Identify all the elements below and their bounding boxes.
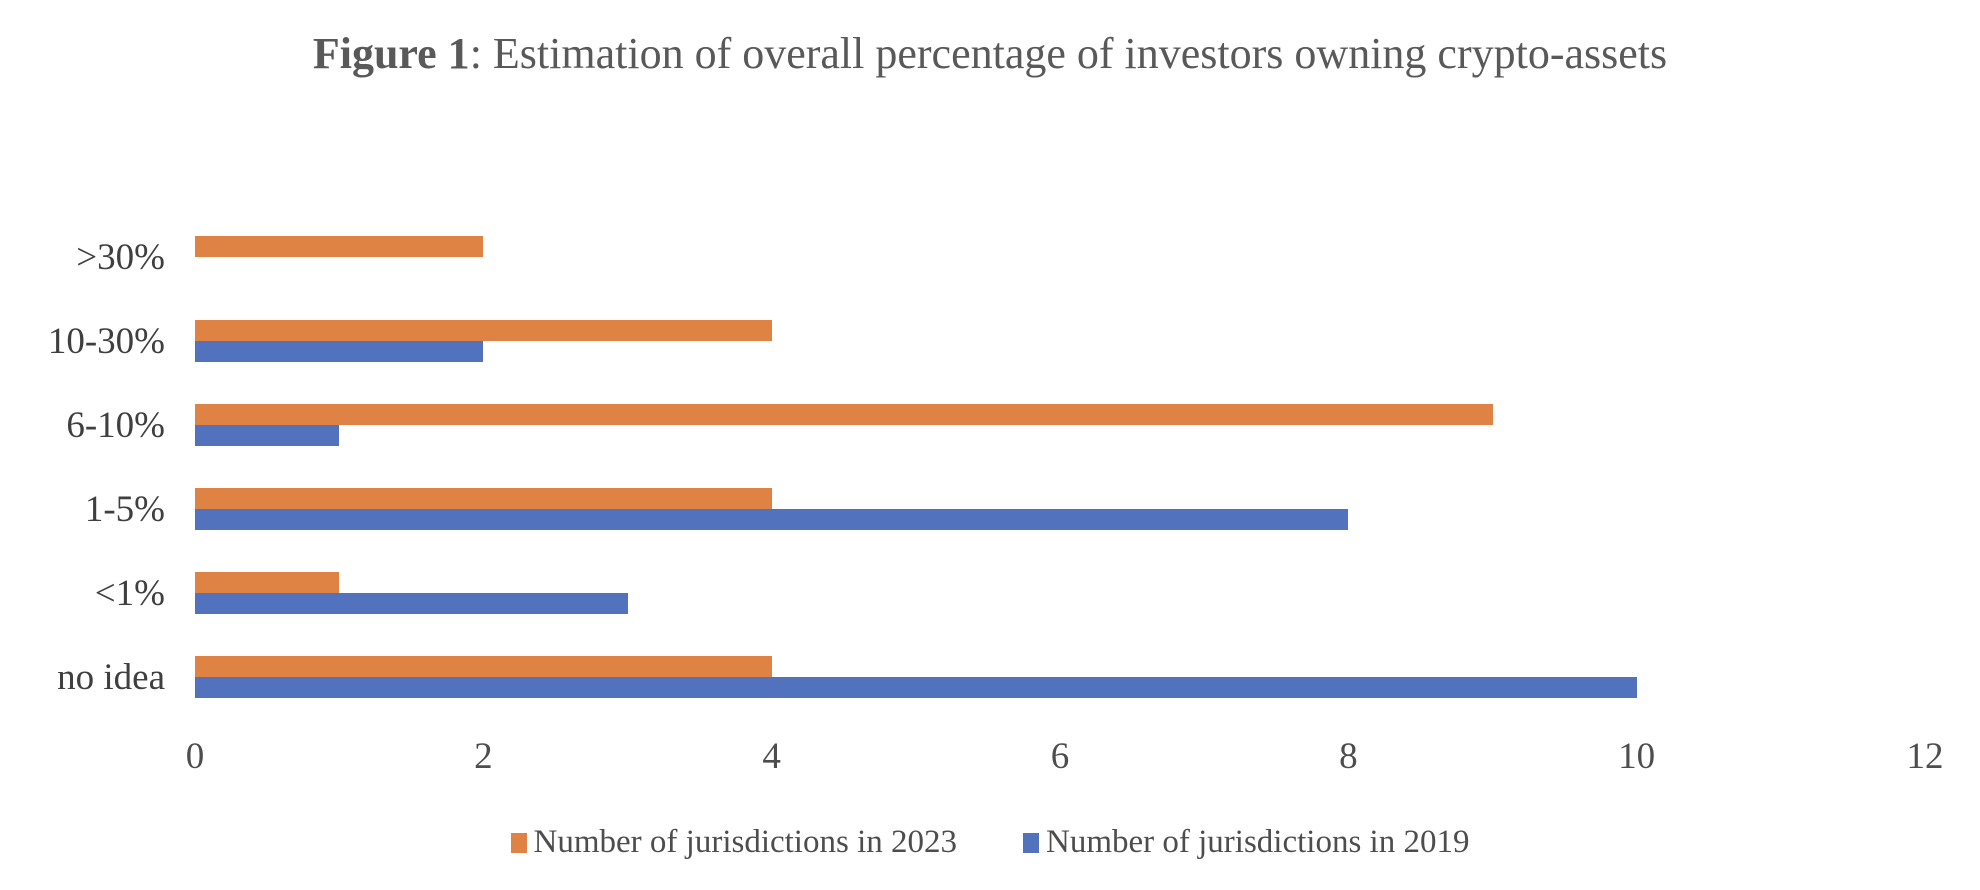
bar-2019: [195, 509, 1349, 530]
bars-area: [195, 467, 1925, 551]
bar-2019: [195, 425, 340, 446]
x-tick-label: 4: [762, 736, 781, 777]
x-tick-label: 0: [185, 736, 205, 777]
bar-2023: [195, 488, 772, 509]
x-axis: 0 2 4 6 8 10 12: [0, 735, 1980, 785]
bar-2023: [195, 404, 1493, 425]
chart-title: Figure 1: Estimation of overall percenta…: [240, 26, 1740, 82]
chart-title-text: : Estimation of overall percentage of in…: [469, 29, 1668, 78]
category-label: 6-10%: [66, 404, 165, 446]
chart-title-figure-number: Figure 1: [312, 29, 470, 78]
bars-area: [195, 215, 1925, 299]
bar-row: 1-5%: [0, 467, 1980, 551]
category-label: >30%: [76, 236, 165, 278]
bar-2023: [195, 236, 484, 257]
legend-label-2019: Number of jurisdictions in 2019: [1046, 824, 1470, 860]
legend-label-2023: Number of jurisdictions in 2023: [533, 824, 957, 860]
plot-area: >30% 10-30% 6-10% 1-5% <1% no idea: [0, 215, 1980, 719]
legend-marker-2019-icon: [1023, 832, 1039, 853]
bar-2019: [195, 593, 628, 614]
x-tick-label: 8: [1339, 736, 1358, 777]
category-label: 1-5%: [84, 488, 165, 530]
bar-2019: [195, 341, 484, 362]
bar-2023: [195, 320, 772, 341]
category-label: <1%: [94, 572, 165, 614]
bar-row: 10-30%: [0, 299, 1980, 383]
bar-2023: [195, 572, 340, 593]
bar-row: >30%: [0, 215, 1980, 299]
x-tick-label: 12: [1906, 736, 1944, 777]
bar-row: 6-10%: [0, 383, 1980, 467]
bar-row: <1%: [0, 551, 1980, 635]
bars-area: [195, 299, 1925, 383]
category-label: 10-30%: [47, 320, 165, 362]
legend: Number of jurisdictions in 2023 Number o…: [0, 824, 1980, 861]
legend-entry-2019: Number of jurisdictions in 2019: [1023, 824, 1469, 861]
legend-marker-2023-icon: [510, 832, 527, 853]
bar-row: no idea: [0, 635, 1980, 719]
bars-area: [195, 383, 1925, 467]
bar-2023: [195, 656, 772, 677]
category-label: no idea: [57, 656, 165, 698]
x-tick-label: 10: [1618, 736, 1656, 777]
x-tick-label: 2: [474, 736, 493, 777]
bars-area: [195, 635, 1925, 719]
bars-area: [195, 551, 1925, 635]
bar-2019: [195, 677, 1637, 698]
legend-entry-2023: Number of jurisdictions in 2023: [510, 824, 957, 861]
x-tick-label: 6: [1050, 736, 1070, 777]
